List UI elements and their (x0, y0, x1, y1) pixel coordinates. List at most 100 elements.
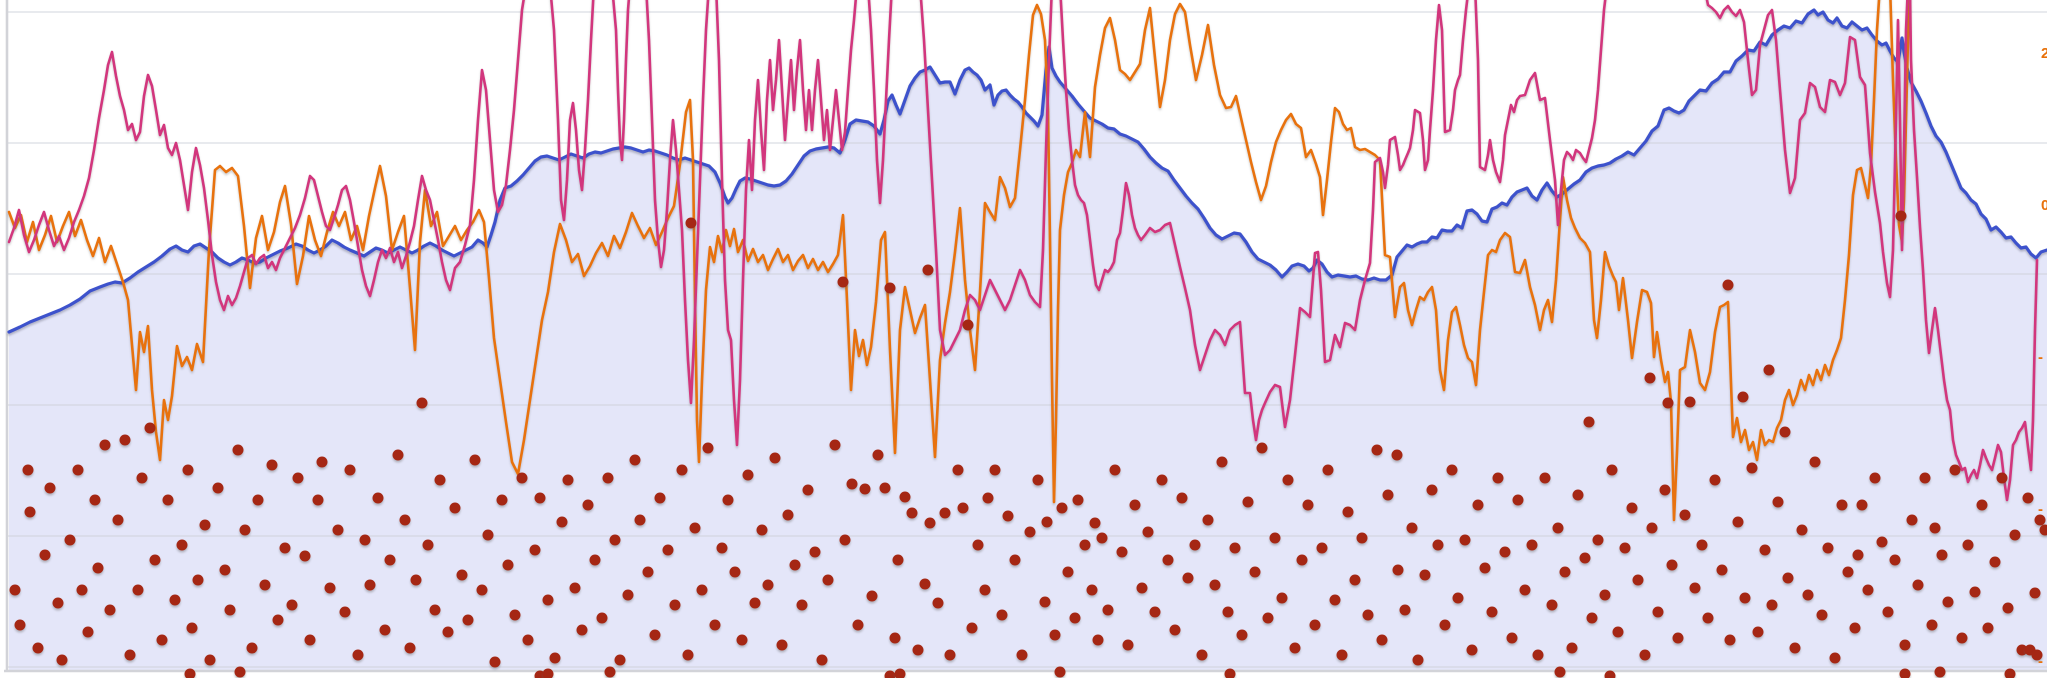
scatter-dot (1089, 517, 1101, 529)
scatter-dot (802, 484, 814, 496)
scatter-dot (1662, 397, 1674, 409)
scatter-dot (829, 439, 841, 451)
scatter-dot (246, 642, 258, 654)
scatter-dot (1109, 464, 1121, 476)
scatter-dot (1684, 396, 1696, 408)
scatter-dot (1639, 649, 1651, 661)
blue-line-series (7, 8, 2047, 334)
scatter-dot (339, 606, 351, 618)
scatter-dot (1546, 599, 1558, 611)
scatter-dot (199, 519, 211, 531)
scatter-dot (1096, 532, 1108, 544)
scatter-dot (1949, 464, 1961, 476)
scatter-dot (1912, 579, 1924, 591)
scatter-dot (1222, 606, 1234, 618)
scatter-dot (1882, 606, 1894, 618)
scatter-dot (1479, 562, 1491, 574)
scatter-dot (952, 464, 964, 476)
scatter-dot (259, 579, 271, 591)
scatter-dot (1049, 629, 1061, 641)
scatter-dot (1162, 554, 1174, 566)
scatter-dot (1829, 652, 1841, 664)
scatter-dot (822, 574, 834, 586)
scatter-dot (1626, 502, 1638, 514)
scatter-dot (1969, 586, 1981, 598)
scatter-dot (982, 492, 994, 504)
scatter-dot (1069, 612, 1081, 624)
scatter-dot (232, 444, 244, 456)
scatter-dot (884, 670, 896, 678)
scatter-dot (132, 584, 144, 596)
scatter-dot (204, 654, 216, 666)
scatter-dot (1149, 606, 1161, 618)
scatter-dot (1196, 649, 1208, 661)
scatter-dot (919, 578, 931, 590)
scatter-dot (82, 626, 94, 638)
scatter-dot (1652, 606, 1664, 618)
scatter-dot (2034, 514, 2046, 526)
scatter-dot (272, 614, 284, 626)
scatter-dot (239, 524, 251, 536)
scatter-dot (939, 507, 951, 519)
scatter-dot (56, 654, 68, 666)
scatter-dot (1446, 464, 1458, 476)
scatter-dot (182, 464, 194, 476)
scatter-dot (1102, 604, 1114, 616)
scatter-dot (2004, 668, 2016, 678)
scatter-dot (286, 599, 298, 611)
scatter-dot (119, 434, 131, 446)
scatter-dot (1572, 489, 1584, 501)
scatter-dot (1559, 566, 1571, 578)
scatter-dot (1862, 584, 1874, 596)
scatter-dot (2022, 492, 2034, 504)
scatter-dot (1506, 632, 1518, 644)
scatter-dot (176, 539, 188, 551)
scatter-dot (1996, 472, 2008, 484)
scatter-dot (1356, 532, 1368, 544)
scatter-dot (1592, 534, 1604, 546)
scatter-dot (1189, 539, 1201, 551)
scatter-dot (2039, 524, 2047, 536)
scatter-dot (1906, 514, 1918, 526)
scatter-dot (859, 483, 871, 495)
scatter-dot (1242, 496, 1254, 508)
scatter-dot (542, 668, 554, 678)
scatter-dot (1659, 484, 1671, 496)
scatter-dot (696, 584, 708, 596)
scatter-dot (922, 264, 934, 276)
scatter-dot (1136, 582, 1148, 594)
scatter-dot (1382, 489, 1394, 501)
scatter-dot (1236, 629, 1248, 641)
scatter-dot (1724, 634, 1736, 646)
scatter-dot (1526, 539, 1538, 551)
scatter-dot (502, 559, 514, 571)
right-axis-label: - (2038, 501, 2043, 518)
scatter-dot (789, 559, 801, 571)
scatter-dot (1249, 566, 1261, 578)
scatter-dot (1632, 574, 1644, 586)
scatter-dot (422, 539, 434, 551)
scatter-dot (1583, 416, 1595, 428)
scatter-dot (1452, 592, 1464, 604)
scatter-dot (399, 514, 411, 526)
scatter-dot (1716, 564, 1728, 576)
scatter-dot (1202, 514, 1214, 526)
scatter-dot (99, 439, 111, 451)
scatter-dot (634, 514, 646, 526)
scatter-dot (1895, 210, 1907, 222)
scatter-dot (642, 566, 654, 578)
scatter-dot (932, 597, 944, 609)
right-axis-label: - (2038, 349, 2043, 366)
scatter-dot (837, 276, 849, 288)
scatter-dot (186, 622, 198, 634)
scatter-dot (614, 654, 626, 666)
scatter-dot (1399, 604, 1411, 616)
scatter-dot (569, 582, 581, 594)
scatter-dot (1062, 566, 1074, 578)
scatter-dot (184, 668, 196, 678)
scatter-dot (722, 494, 734, 506)
scatter-dot (1702, 612, 1714, 624)
scatter-dot (1216, 456, 1228, 468)
